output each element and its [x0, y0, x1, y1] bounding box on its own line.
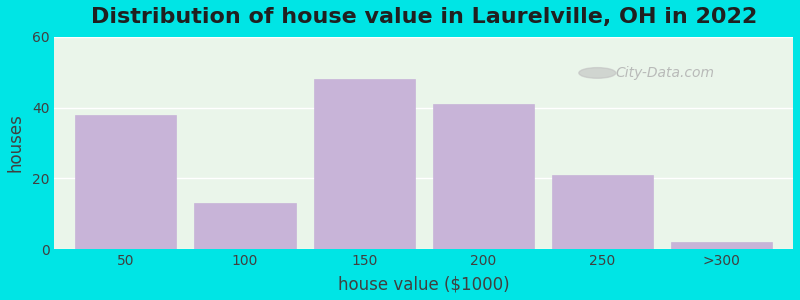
Bar	[552, 175, 653, 249]
Bar	[75, 115, 177, 249]
Y-axis label: houses: houses	[7, 114, 25, 172]
Bar	[433, 104, 534, 249]
X-axis label: house value ($1000): house value ($1000)	[338, 275, 510, 293]
Bar	[314, 79, 414, 249]
Text: City-Data.com: City-Data.com	[616, 66, 714, 80]
Title: Distribution of house value in Laurelville, OH in 2022: Distribution of house value in Laurelvil…	[90, 7, 757, 27]
Bar	[194, 203, 296, 249]
Circle shape	[579, 68, 616, 78]
Bar	[671, 242, 772, 249]
